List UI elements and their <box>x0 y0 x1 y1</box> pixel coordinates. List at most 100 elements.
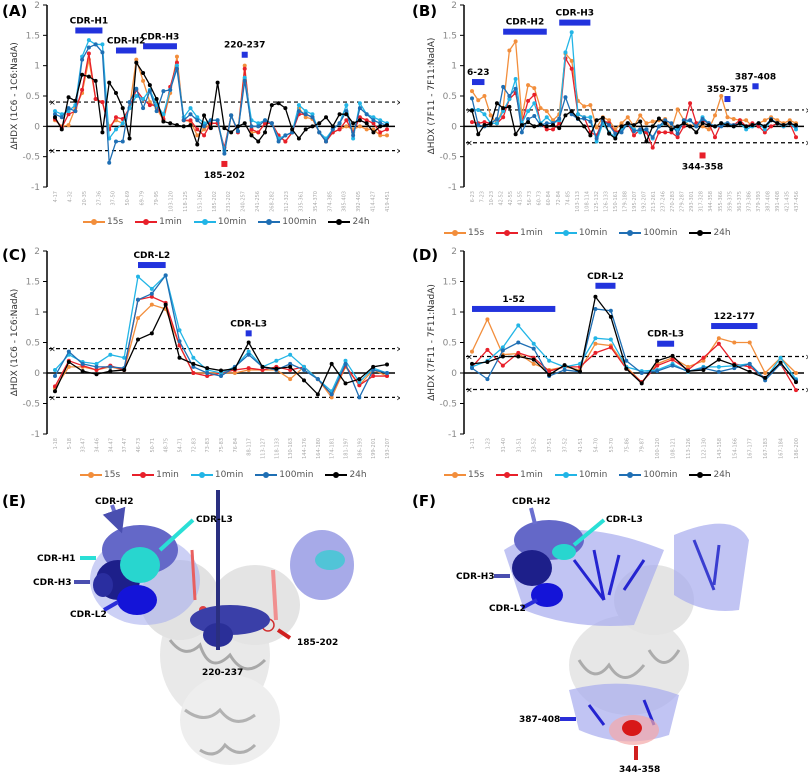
data-point-10min <box>378 118 383 123</box>
data-point-10min <box>161 112 166 117</box>
data-point-15s <box>775 118 780 123</box>
x-tick-label: 37-47 <box>122 438 128 453</box>
data-point-24h <box>547 372 552 377</box>
x-tick-label: 74-85 <box>565 191 571 206</box>
threshold-marker: × <box>466 353 473 362</box>
y-tick-label: 0.5 <box>443 92 457 102</box>
data-point-24h <box>750 123 755 128</box>
data-point-1min <box>762 130 767 135</box>
data-point-15s <box>134 57 139 62</box>
data-point-24h <box>317 121 322 126</box>
data-point-10min <box>177 328 182 333</box>
data-point-100min <box>747 361 752 366</box>
data-point-1min <box>205 374 210 379</box>
data-point-1min <box>593 350 598 355</box>
data-point-1min <box>516 350 521 355</box>
annotation-label: CDR-H2 <box>506 18 545 28</box>
legend-marker-icon <box>689 229 712 237</box>
data-point-24h <box>288 364 293 369</box>
data-point-24h <box>177 355 182 360</box>
x-tick-label: 150-161 <box>613 191 619 212</box>
x-tick-label: 113-126 <box>686 438 692 459</box>
data-point-24h <box>113 90 118 95</box>
data-point-10min <box>53 109 57 114</box>
data-point-24h <box>195 142 200 147</box>
legend-label: 10min <box>217 217 247 227</box>
data-point-1min <box>500 363 505 368</box>
data-point-100min <box>357 106 362 111</box>
x-tick-label: 419-451 <box>385 191 391 212</box>
panel-label-d: (D) <box>412 246 439 264</box>
legend-marker-icon <box>190 471 213 479</box>
data-point-100min <box>269 121 274 126</box>
data-point-100min <box>202 124 207 129</box>
data-point-24h <box>557 126 562 131</box>
data-point-10min <box>191 355 196 360</box>
data-point-24h <box>494 101 499 106</box>
data-point-24h <box>744 124 749 129</box>
data-point-1min <box>663 130 668 135</box>
data-point-10min <box>526 109 531 114</box>
data-point-1min <box>371 374 376 379</box>
data-point-1min <box>547 369 552 374</box>
data-point-10min <box>778 355 783 360</box>
data-point-10min <box>100 42 105 47</box>
data-point-100min <box>161 89 166 94</box>
data-point-24h <box>551 123 555 128</box>
data-point-100min <box>593 306 598 311</box>
data-point-24h <box>594 118 599 123</box>
data-point-24h <box>378 124 383 129</box>
data-point-1min <box>337 127 342 132</box>
x-tick-label: 27-36 <box>96 191 102 206</box>
data-point-1min <box>53 384 57 389</box>
data-point-100min <box>154 109 159 114</box>
data-point-15s <box>531 361 536 366</box>
data-point-100min <box>719 124 724 129</box>
data-point-1min <box>288 367 293 372</box>
x-tick-label: 363-375 <box>737 191 743 212</box>
data-point-10min <box>588 115 593 120</box>
legend-d: 15s 1min 10min 100min 24h <box>444 470 731 480</box>
annotation-square <box>245 330 252 337</box>
data-point-24h <box>781 123 786 128</box>
x-tick-label: 56-73 <box>527 191 533 206</box>
data-point-24h <box>147 83 152 88</box>
data-point-24h <box>53 115 57 120</box>
data-point-24h <box>357 118 362 123</box>
y-tick-label: -0.5 <box>439 153 457 163</box>
legend-label: 24h <box>349 470 367 480</box>
data-point-10min <box>195 115 200 120</box>
data-point-10min <box>94 361 99 366</box>
y-tick-label: 2 <box>451 1 457 11</box>
data-point-100min <box>168 87 173 92</box>
annotation-label: 1-52 <box>502 295 525 305</box>
panel-d: (D) 2 1.5 1 0.5 0 -0.5 -1 ΔHDX (7F11 - 7F11:Nad… <box>404 240 808 490</box>
data-point-100min <box>371 367 376 372</box>
data-point-1min <box>260 367 265 372</box>
data-point-10min <box>274 358 279 363</box>
x-tick-label: 312-323 <box>284 191 290 212</box>
legend-b: 15s 1min 10min 100min 24h <box>444 228 731 238</box>
x-tick-label: 125-132 <box>594 191 600 212</box>
data-point-24h <box>526 120 531 125</box>
data-point-1min <box>344 118 349 123</box>
data-point-24h <box>732 363 737 368</box>
data-point-10min <box>608 337 613 342</box>
data-point-24h <box>519 123 524 128</box>
data-point-100min <box>624 358 629 363</box>
x-tick-label: 385-403 <box>342 191 348 212</box>
x-tick-label: 270-283 <box>670 191 676 212</box>
data-point-1min <box>188 118 193 123</box>
annotation-label: 122-177 <box>714 312 755 322</box>
annotation-bar <box>472 305 556 312</box>
x-tick-label: 75-86 <box>624 438 630 453</box>
x-tick-label: 54-71 <box>178 438 184 453</box>
annotation-square <box>241 51 248 58</box>
x-tick-label: 414-427 <box>371 191 377 212</box>
data-point-10min <box>501 109 506 114</box>
legend-marker-icon <box>132 471 155 479</box>
data-point-1min <box>195 127 200 132</box>
x-tick-label: 79-95 <box>154 191 160 206</box>
annotation-label: 359-375 <box>707 85 748 95</box>
data-point-100min <box>276 139 281 144</box>
